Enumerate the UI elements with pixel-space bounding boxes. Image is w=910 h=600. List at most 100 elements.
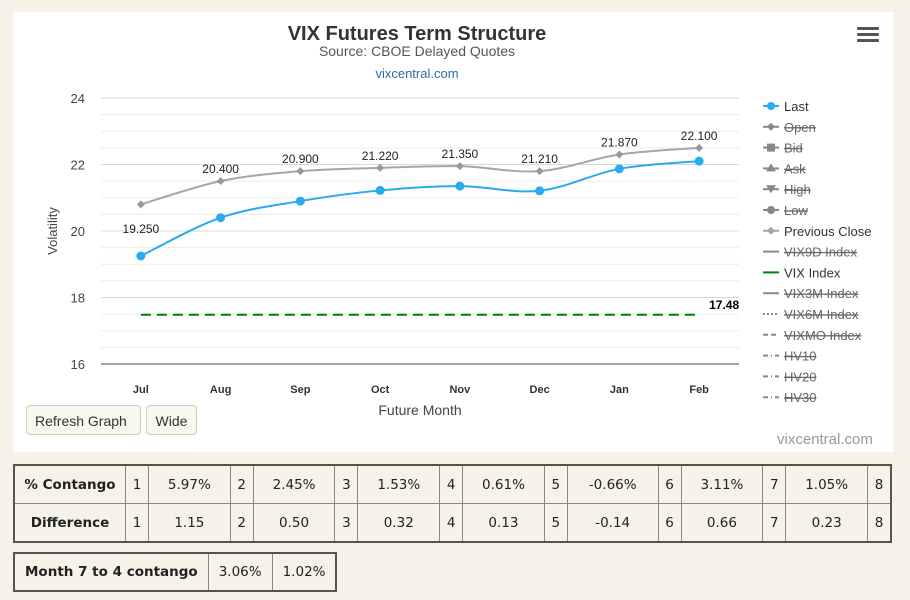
legend-item-high[interactable]: High [763,182,811,197]
legend: Last Open Bid Ask High Low Previous Close VIX9D… [763,99,871,405]
y-tick-label: 18 [71,291,85,306]
previous-close-point [376,163,385,172]
last-data-label: 21.350 [442,147,479,161]
last-point [455,181,465,191]
legend-label: VIXMO Index [784,328,862,343]
vixcentral-link[interactable]: vixcentral.com [375,66,458,81]
y-tick-label: 20 [71,224,85,239]
wide-button[interactable]: Wide [146,405,197,435]
legend-item-last[interactable]: Last [763,99,809,114]
contango-month-index: 7 [762,464,787,504]
contango-value: -0.66% [566,464,659,504]
contango-table: % Contango 1 5.97% 2 2.45% 3 1.53% 4 0.61% 5 -0.66… [13,464,892,543]
legend-item-vix6m-index[interactable]: VIX6M Index [763,307,859,322]
contango-month-index: 4 [439,464,464,504]
legend-marker-circle [767,206,775,214]
legend-label: Ask [784,161,806,176]
previous-close-point [136,200,145,209]
legend-item-vix3m-index[interactable]: VIX3M Index [763,286,859,301]
last-point [614,164,624,174]
hamburger-menu-icon[interactable] [857,24,879,42]
y-tick-label: 22 [71,158,85,173]
contango-value: 2.45% [252,464,336,504]
chart-subtitle: Source: CBOE Delayed Quotes [319,43,515,59]
legend-label: VIX3M Index [784,286,859,301]
y-tick-label: 16 [71,357,85,372]
legend-item-bid[interactable]: Bid [763,141,803,156]
contango-month-index: 4 [439,503,464,543]
last-data-label: 21.210 [521,152,558,166]
legend-item-vix-index[interactable]: VIX Index [763,265,841,280]
legend-marker-triangle [766,163,776,172]
legend-label: HV20 [784,369,817,384]
last-data-label: 21.220 [362,149,399,163]
legend-item-vixmo-index[interactable]: VIXMO Index [763,328,862,343]
chart-credit: vixcentral.com [777,431,873,448]
contango-month-index: 6 [657,503,682,543]
legend-label: High [784,182,811,197]
legend-item-hv10[interactable]: HV10 [763,349,817,364]
legend-marker-square [767,143,775,152]
contango-value: 0.50 [252,503,336,543]
month-contango-value: 1.02% [271,552,337,592]
contango-month-index: 8 [867,503,892,543]
contango-month-index: 7 [762,503,787,543]
last-point [216,213,226,223]
last-data-label: 20.900 [282,152,319,166]
contango-value: 1.15 [148,503,231,543]
contango-month-index: 5 [543,503,568,543]
last-data-label: 21.870 [601,136,638,150]
month-contango-value: 3.06% [207,552,273,592]
month-contango-row: Month 7 to 4 contango 3.06% 1.02% [13,552,337,592]
vix-index-label: 17.48 [709,298,739,312]
legend-marker-circle [767,102,775,110]
legend-label: HV10 [784,349,817,364]
legend-marker-diamond [767,122,775,131]
legend-item-open[interactable]: Open [763,120,816,135]
legend-label: Open [784,120,816,135]
contango-month-index: 1 [125,503,149,543]
last-point [535,186,545,196]
last-point [295,196,305,206]
contango-month-index: 3 [334,464,359,504]
x-tick-label: Jan [610,384,629,396]
previous-close-point [695,143,704,152]
legend-item-hv20[interactable]: HV20 [763,369,817,384]
legend-item-previous-close[interactable]: Previous Close [763,224,871,239]
x-tick-label: Feb [689,384,709,396]
contango-value: 0.66 [680,503,764,543]
last-data-label: 20.400 [202,162,239,176]
contango-month-index: 1 [125,464,149,504]
legend-label: VIX9D Index [784,245,857,260]
legend-label: Previous Close [784,224,871,239]
y-axis-title: Volatility [45,207,60,255]
month-contango-table: Month 7 to 4 contango 3.06% 1.02% [13,552,338,592]
contango-row: Difference 1 1.15 2 0.50 3 0.32 4 0.13 5 -0.14 6 0.6… [13,503,892,543]
contango-value: 0.32 [357,503,441,543]
legend-label: Last [784,99,809,114]
legend-item-vix9d-index[interactable]: VIX9D Index [763,245,857,260]
legend-item-hv30[interactable]: HV30 [763,390,817,405]
axes: 16 18 20 22 24 Jul Aug Sep Oct Nov Dec Jan Feb Future… [45,91,739,418]
refresh-graph-button[interactable]: Refresh Graph [26,405,141,435]
x-axis-title: Future Month [378,402,461,418]
gridlines [101,97,739,365]
contango-value: 0.61% [462,464,545,504]
legend-label: HV30 [784,390,817,405]
last-data-label: 19.250 [123,222,160,236]
contango-value: 0.23 [785,503,868,543]
legend-label: Bid [784,141,803,156]
x-tick-label: Sep [290,384,310,396]
chart-title: VIX Futures Term Structure [288,23,547,45]
contango-month-index: 6 [657,464,682,504]
previous-close-point [296,167,305,176]
legend-marker-triangle-down [766,185,776,194]
contango-value: 5.97% [148,464,231,504]
legend-item-low[interactable]: Low [763,203,808,218]
legend-item-ask[interactable]: Ask [763,161,806,176]
legend-label: VIX6M Index [784,307,859,322]
legend-label: VIX Index [784,265,841,280]
previous-close-point [535,167,544,176]
contango-value: 1.05% [785,464,868,504]
contango-row-label: Difference [13,503,126,543]
